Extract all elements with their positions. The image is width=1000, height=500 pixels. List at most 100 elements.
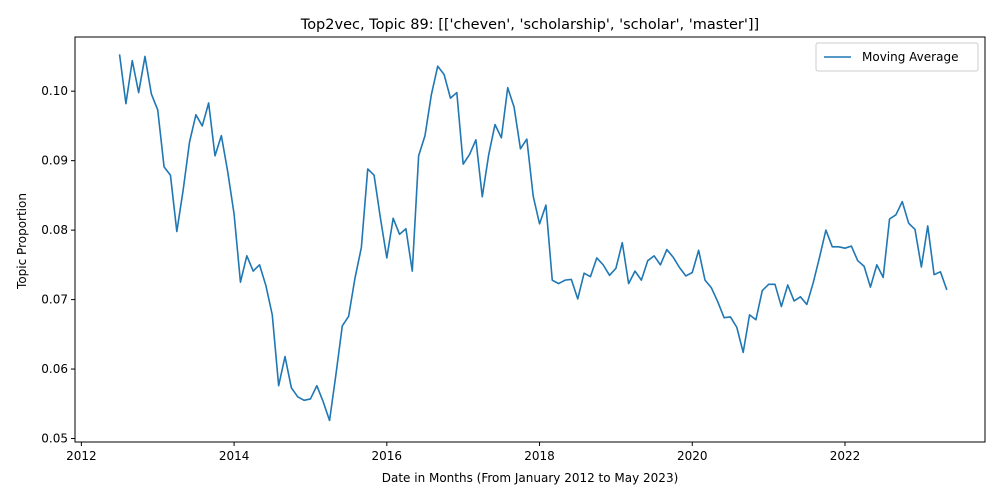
data-point	[927, 225, 929, 227]
data-point	[437, 65, 439, 67]
x-tick-label: 2012	[66, 449, 97, 463]
data-point	[291, 387, 293, 389]
data-point	[265, 285, 267, 287]
data-point	[921, 266, 923, 268]
data-point	[711, 287, 713, 289]
data-point	[341, 325, 343, 327]
data-point	[793, 300, 795, 302]
y-tick-label: 0.09	[41, 154, 68, 168]
data-point	[838, 246, 840, 248]
data-point	[685, 275, 687, 277]
data-point	[303, 400, 305, 402]
data-point	[870, 286, 872, 288]
data-point	[590, 276, 592, 278]
y-axis: 0.05 0.06 0.07 0.08 0.09 0.10	[41, 84, 75, 446]
data-point	[380, 218, 382, 220]
data-point	[431, 94, 433, 96]
data-point	[812, 282, 814, 284]
data-point	[634, 270, 636, 272]
data-point	[259, 264, 261, 266]
y-tick-label: 0.07	[41, 293, 68, 307]
data-point	[151, 93, 153, 95]
data-point	[456, 92, 458, 94]
data-point	[316, 385, 318, 387]
data-point	[698, 249, 700, 251]
data-point	[876, 264, 878, 266]
data-point	[946, 289, 948, 291]
data-point	[335, 374, 337, 376]
data-point	[851, 245, 853, 247]
x-axis: 2012 2014 2016 2018 2020 2022	[66, 442, 860, 463]
data-point	[278, 385, 280, 387]
data-point	[240, 281, 242, 283]
data-point	[730, 316, 732, 318]
legend-label: Moving Average	[862, 50, 958, 64]
legend-box	[815, 42, 979, 72]
data-point	[373, 174, 375, 176]
data-point	[933, 274, 935, 276]
data-point	[252, 270, 254, 272]
data-point	[125, 103, 127, 105]
data-point	[450, 97, 452, 99]
data-point	[679, 267, 681, 269]
data-point	[653, 255, 655, 257]
plot-area	[74, 36, 986, 443]
data-point	[571, 279, 573, 281]
data-point	[329, 420, 331, 422]
data-point	[501, 137, 503, 139]
data-point	[227, 171, 229, 173]
data-point	[806, 304, 808, 306]
data-point	[647, 260, 649, 262]
data-point	[672, 256, 674, 258]
data-point	[297, 396, 299, 398]
data-point	[621, 242, 623, 244]
data-point	[768, 284, 770, 286]
data-point	[131, 60, 133, 62]
axes-frame	[74, 36, 986, 443]
data-point	[418, 155, 420, 157]
data-point	[392, 218, 394, 220]
data-point	[201, 125, 203, 127]
series-line-0	[118, 54, 948, 422]
data-point	[513, 106, 515, 108]
x-tick-label: 2018	[524, 449, 555, 463]
data-point	[138, 92, 140, 94]
data-point	[182, 189, 184, 191]
data-point	[723, 317, 725, 319]
data-point	[831, 246, 833, 248]
data-point	[367, 168, 369, 170]
data-point	[755, 319, 757, 321]
data-point	[157, 109, 159, 111]
data-point	[641, 279, 643, 281]
data-point	[781, 306, 783, 308]
data-point	[284, 356, 286, 358]
data-point	[564, 279, 566, 281]
data-point	[348, 315, 350, 317]
data-point	[882, 277, 884, 279]
data-point	[361, 247, 363, 249]
data-point	[774, 284, 776, 286]
x-tick-label: 2014	[219, 449, 250, 463]
y-tick-label: 0.05	[41, 432, 68, 446]
data-point	[857, 260, 859, 262]
data-point	[526, 138, 528, 140]
data-point	[628, 283, 630, 285]
data-point	[825, 229, 827, 231]
x-tick-label: 2022	[830, 449, 861, 463]
x-tick-label: 2016	[372, 449, 403, 463]
data-point	[901, 201, 903, 203]
data-point	[462, 163, 464, 165]
data-point	[844, 247, 846, 249]
data-point	[195, 114, 197, 116]
chart-title: Top2vec, Topic 89: [['cheven', 'scholars…	[300, 17, 759, 33]
data-point	[170, 174, 172, 176]
data-point	[742, 352, 744, 354]
data-point	[704, 279, 706, 281]
data-point	[208, 102, 210, 104]
data-point	[660, 264, 662, 266]
data-point	[532, 195, 534, 197]
x-axis-label: Date in Months (From January 2012 to May…	[382, 471, 679, 485]
data-point	[596, 257, 598, 259]
data-point	[399, 233, 401, 235]
